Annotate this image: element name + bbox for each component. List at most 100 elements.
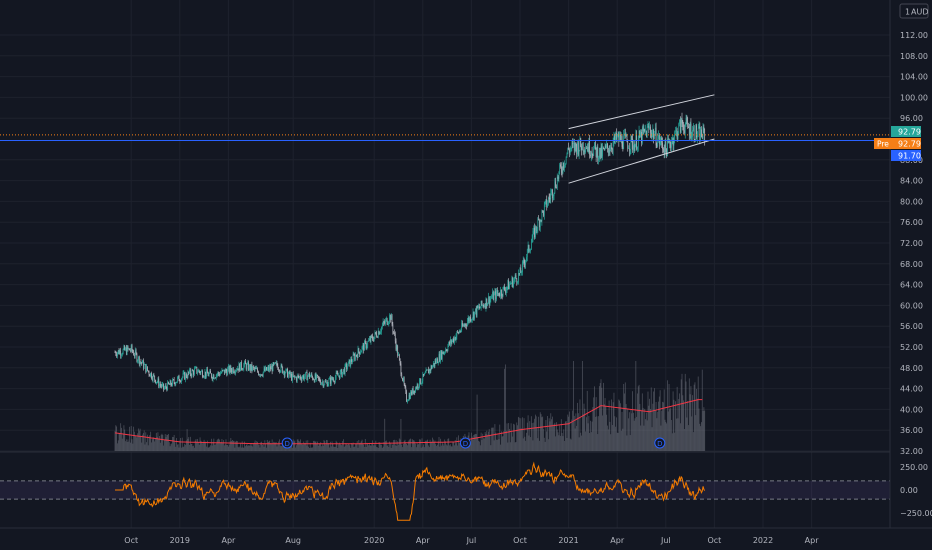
candle-body (278, 369, 279, 371)
candle-body (643, 128, 645, 132)
volume-bar (140, 435, 142, 451)
candle-body (432, 363, 434, 366)
volume-bar (658, 396, 660, 451)
volume-bar (372, 445, 374, 451)
volume-bar (390, 443, 391, 451)
volume-bar (202, 441, 204, 451)
candle-body (532, 230, 534, 239)
candle-body (172, 379, 173, 386)
volume-bar (459, 443, 461, 451)
dividend-marker[interactable]: D (459, 437, 471, 449)
candle-body (411, 391, 412, 395)
candle-body (628, 148, 629, 150)
candle-body (230, 366, 232, 371)
candle-body (272, 362, 274, 372)
volume-bar (475, 434, 477, 451)
volume-bar (478, 440, 480, 451)
volume-bar (129, 442, 131, 451)
candle-body (274, 362, 275, 365)
dividend-marker[interactable]: D (281, 437, 293, 449)
volume-bar (638, 384, 640, 451)
currency-selector[interactable]: 1 AUD (899, 3, 929, 19)
candle-body (548, 197, 550, 199)
volume-bar (424, 447, 425, 451)
candle-body (373, 336, 375, 342)
candle-body (390, 315, 392, 320)
candle-body (519, 268, 521, 275)
time-tick-label: Jul (466, 536, 477, 545)
candle-body (510, 283, 512, 285)
volume-bar (176, 444, 178, 451)
candle-body (408, 395, 410, 401)
trend-channel[interactable] (568, 94, 715, 184)
dividend-marker[interactable]: D (654, 437, 666, 449)
volume-bar (395, 440, 397, 451)
volume-bar (603, 404, 605, 451)
volume-bar (542, 416, 544, 451)
volume-bar (377, 447, 378, 451)
oscillator-axis[interactable]: 250.00 0.00 −250.00 (900, 463, 932, 518)
candle-body (549, 198, 551, 200)
candle-body (423, 374, 424, 376)
volume-bar (304, 443, 305, 451)
candle-body (574, 142, 576, 151)
volume-bar (398, 438, 400, 451)
volume-bar (300, 439, 301, 451)
candle-body (358, 348, 360, 352)
volume-bar (506, 423, 508, 451)
candle-body (321, 382, 322, 385)
candle-body (481, 300, 483, 306)
candle-body (130, 345, 132, 351)
volume-bar (210, 438, 212, 451)
volume-bar (528, 435, 530, 451)
candle-body (478, 306, 480, 308)
volume-bar (404, 439, 406, 451)
volume-bar (245, 446, 246, 451)
volume-bar (265, 444, 267, 451)
volume-bar (193, 445, 194, 451)
candle-body (258, 374, 260, 376)
candle-body (701, 129, 702, 137)
volume-bar (635, 361, 637, 451)
volume-bar (624, 382, 626, 451)
candle-body (139, 361, 141, 365)
candle-body (458, 332, 459, 334)
candle-body (251, 364, 253, 371)
time-tick-label: 2021 (558, 536, 578, 545)
candle-body (651, 132, 653, 138)
volume-bar (394, 439, 395, 451)
candle-body (163, 383, 164, 390)
volume-bar (439, 446, 441, 451)
candle-body (121, 354, 123, 355)
candle-body (443, 352, 445, 355)
time-axis[interactable]: Oct 2019 Apr Aug 2020 Apr Jul Oct 2021 Apr Jul Oct 2… (124, 536, 819, 545)
volume-bar (440, 438, 442, 451)
candle-body (562, 162, 564, 173)
volume-bar (595, 397, 597, 451)
volume-bar (311, 447, 313, 451)
channel-line-lower[interactable] (568, 138, 715, 184)
candle-body (318, 378, 320, 380)
candle-body (649, 126, 650, 129)
candle-body (686, 117, 688, 121)
candle-body (125, 347, 126, 351)
candle-body (256, 368, 258, 370)
candle-body (415, 387, 417, 389)
candle-body (635, 134, 637, 145)
volume-bar (152, 437, 154, 451)
volume-bar (533, 422, 535, 451)
volume-bar (151, 442, 152, 451)
candle-body (266, 368, 268, 371)
volume-bar (488, 429, 490, 451)
volume-bar (346, 444, 348, 451)
volume-bar (182, 447, 184, 451)
candle-body (639, 130, 641, 138)
channel-line-upper[interactable] (568, 94, 715, 130)
candle-body (254, 368, 256, 370)
candle-body (229, 366, 231, 373)
candle-body (317, 375, 319, 379)
volume-bar (509, 442, 511, 451)
volume-bar (221, 439, 223, 451)
